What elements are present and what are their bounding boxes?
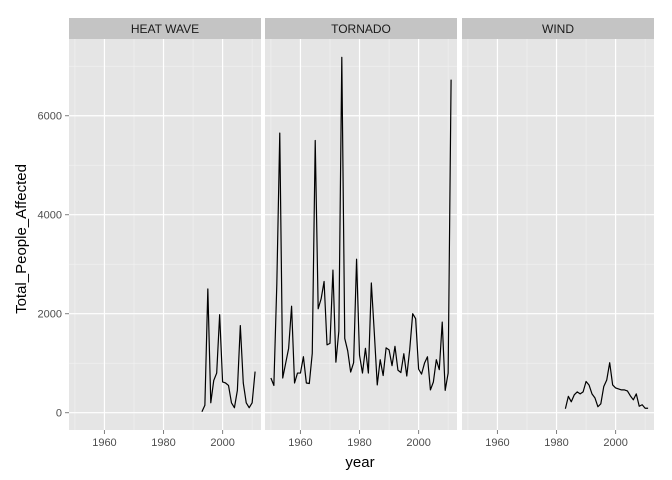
x-tick-label: 1980 — [347, 437, 371, 449]
y-tick-label: 6000 — [38, 111, 62, 123]
x-axis: 1960 1980 2000 1960 1980 2000 1960 1980 2000 — [92, 430, 628, 449]
facet-strip-label: HEAT WAVE — [131, 22, 199, 36]
y-axis-title: Total_People_Affected — [13, 164, 30, 314]
panel-background — [462, 39, 654, 430]
facet-strip-label: TORNADO — [331, 22, 391, 36]
x-tick-label: 1980 — [151, 437, 175, 449]
facet-panels: HEAT WAVE TORNADO WIND — [69, 18, 654, 430]
x-tick-label: 1960 — [288, 437, 312, 449]
facet-panel: HEAT WAVE — [69, 18, 261, 430]
y-axis: 0 2000 4000 6000 — [38, 111, 69, 420]
series-line — [201, 288, 256, 412]
facet-strip-label: WIND — [542, 22, 574, 36]
facet-panel: TORNADO — [265, 18, 457, 430]
facet-strip — [69, 18, 261, 39]
y-tick-label: 0 — [56, 408, 62, 420]
panel-background — [69, 39, 261, 430]
x-tick-label: 2000 — [210, 437, 234, 449]
x-tick-label: 2000 — [603, 437, 627, 449]
x-tick-label: 1960 — [485, 437, 509, 449]
series-line — [564, 362, 649, 409]
series-line — [270, 56, 452, 392]
facet-strip — [265, 18, 457, 39]
y-tick-label: 4000 — [38, 210, 62, 222]
x-tick-label: 1960 — [92, 437, 116, 449]
facet-strip — [462, 18, 654, 39]
y-tick-label: 2000 — [38, 309, 62, 321]
x-tick-label: 2000 — [406, 437, 430, 449]
x-tick-label: 1980 — [544, 437, 568, 449]
facet-panel: WIND — [462, 18, 654, 430]
x-axis-title: year — [345, 454, 374, 471]
